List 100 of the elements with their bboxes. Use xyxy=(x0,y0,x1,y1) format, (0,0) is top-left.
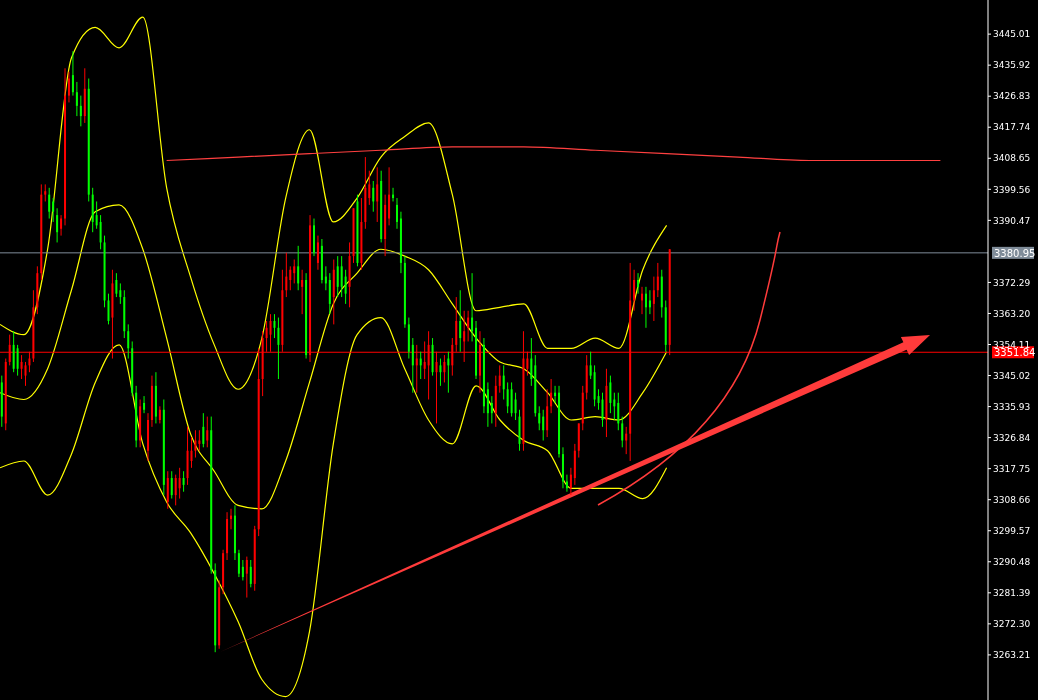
candlestick xyxy=(95,200,98,230)
y-tick-label: 3363.20 xyxy=(993,308,1031,319)
candlestick xyxy=(127,323,130,360)
candlestick xyxy=(147,412,150,462)
candlestick xyxy=(336,255,339,298)
candlestick xyxy=(565,474,568,493)
candlestick xyxy=(340,255,343,298)
y-tick-label: 3263.21 xyxy=(993,650,1031,661)
candlestick xyxy=(277,317,280,380)
candlestick xyxy=(328,272,331,315)
y-tick-label: 3290.48 xyxy=(993,556,1031,567)
candlestick xyxy=(644,286,647,329)
candlestick xyxy=(206,416,209,448)
candlestick xyxy=(506,381,509,414)
y-tick-label: 3390.47 xyxy=(993,215,1031,226)
candlestick xyxy=(459,289,462,353)
candlestick xyxy=(542,409,545,441)
candlestick xyxy=(178,467,181,500)
candlestick xyxy=(530,337,533,387)
candlestick xyxy=(249,559,252,588)
candlestick xyxy=(64,67,67,226)
candlestick xyxy=(107,293,110,325)
candlestick xyxy=(471,272,474,342)
candlestick xyxy=(285,252,288,298)
candlestick xyxy=(648,289,651,315)
y-tick-label: 3372.29 xyxy=(993,277,1031,288)
y-tick-label: 3308.66 xyxy=(993,494,1031,505)
candlestick xyxy=(12,330,15,373)
candlestick xyxy=(16,344,19,377)
candlestick xyxy=(467,310,470,342)
candlestick xyxy=(498,364,501,394)
candlestick xyxy=(656,262,659,298)
candlestick xyxy=(376,166,379,223)
y-tick-label: 3272.30 xyxy=(993,619,1031,630)
candlestick xyxy=(174,474,177,506)
candlestick xyxy=(198,429,201,452)
candlestick xyxy=(569,467,572,496)
candlestick xyxy=(589,351,592,380)
line-series xyxy=(166,146,941,162)
candlestick xyxy=(79,95,82,127)
candlestick xyxy=(633,269,636,312)
candlestick xyxy=(395,197,398,230)
candlestick xyxy=(372,180,375,213)
candlestick xyxy=(411,337,414,394)
candlestick xyxy=(344,269,347,305)
candlestick xyxy=(245,556,248,599)
candlestick xyxy=(301,269,304,315)
candlestick xyxy=(439,358,442,387)
candlestick xyxy=(443,354,446,383)
candlestick xyxy=(119,282,122,305)
candlestick xyxy=(115,272,118,298)
candlestick xyxy=(24,361,27,387)
candlestick xyxy=(60,214,63,237)
candlestick xyxy=(316,235,319,271)
candlestick xyxy=(194,429,197,459)
y-tick-label: 3281.39 xyxy=(993,588,1031,599)
candlestick xyxy=(237,549,240,578)
y-tick-label: 3326.84 xyxy=(993,432,1031,443)
candlestick xyxy=(20,354,23,380)
candlestick xyxy=(75,81,78,117)
candlestick xyxy=(170,470,173,500)
candlestick xyxy=(486,381,489,428)
candlestick xyxy=(652,276,655,322)
candlestick xyxy=(546,388,549,438)
candlestick xyxy=(166,470,169,510)
candlestick xyxy=(514,392,517,421)
candlestick xyxy=(538,405,541,431)
y-tick-label: 3317.75 xyxy=(993,463,1031,474)
candlestick xyxy=(550,378,553,414)
candlestick xyxy=(182,470,185,493)
candlestick xyxy=(617,392,620,431)
candlestick xyxy=(241,559,244,581)
y-tick-label: 3335.93 xyxy=(993,401,1031,412)
candlestick xyxy=(313,218,315,257)
candlestick xyxy=(99,214,102,250)
candlestick xyxy=(558,385,561,459)
candlestick xyxy=(48,187,51,220)
candlestick xyxy=(289,265,292,291)
candlestick xyxy=(502,364,505,401)
y-tick-label: 3435.92 xyxy=(993,60,1031,71)
candlestick xyxy=(510,381,513,418)
candlestick xyxy=(52,197,55,223)
candlestick xyxy=(368,170,371,206)
y-tick-label: 3426.83 xyxy=(993,91,1031,102)
candlestick xyxy=(202,412,205,448)
y-tick-label: 3399.56 xyxy=(993,184,1031,195)
line-series xyxy=(0,316,668,698)
line-series xyxy=(0,204,668,510)
candlestick xyxy=(71,50,74,97)
y-tick-label: 3408.65 xyxy=(993,153,1031,164)
line-series xyxy=(0,16,668,390)
y-tick-label: 3417.74 xyxy=(993,122,1031,133)
candlestick xyxy=(67,71,70,103)
candlestick xyxy=(56,207,59,243)
candlestick xyxy=(637,272,640,295)
candlestick xyxy=(297,245,300,291)
candlestick xyxy=(609,375,612,414)
candlestick xyxy=(490,395,493,424)
candlestick xyxy=(621,416,624,448)
y-tick-label: 3445.01 xyxy=(993,29,1031,40)
